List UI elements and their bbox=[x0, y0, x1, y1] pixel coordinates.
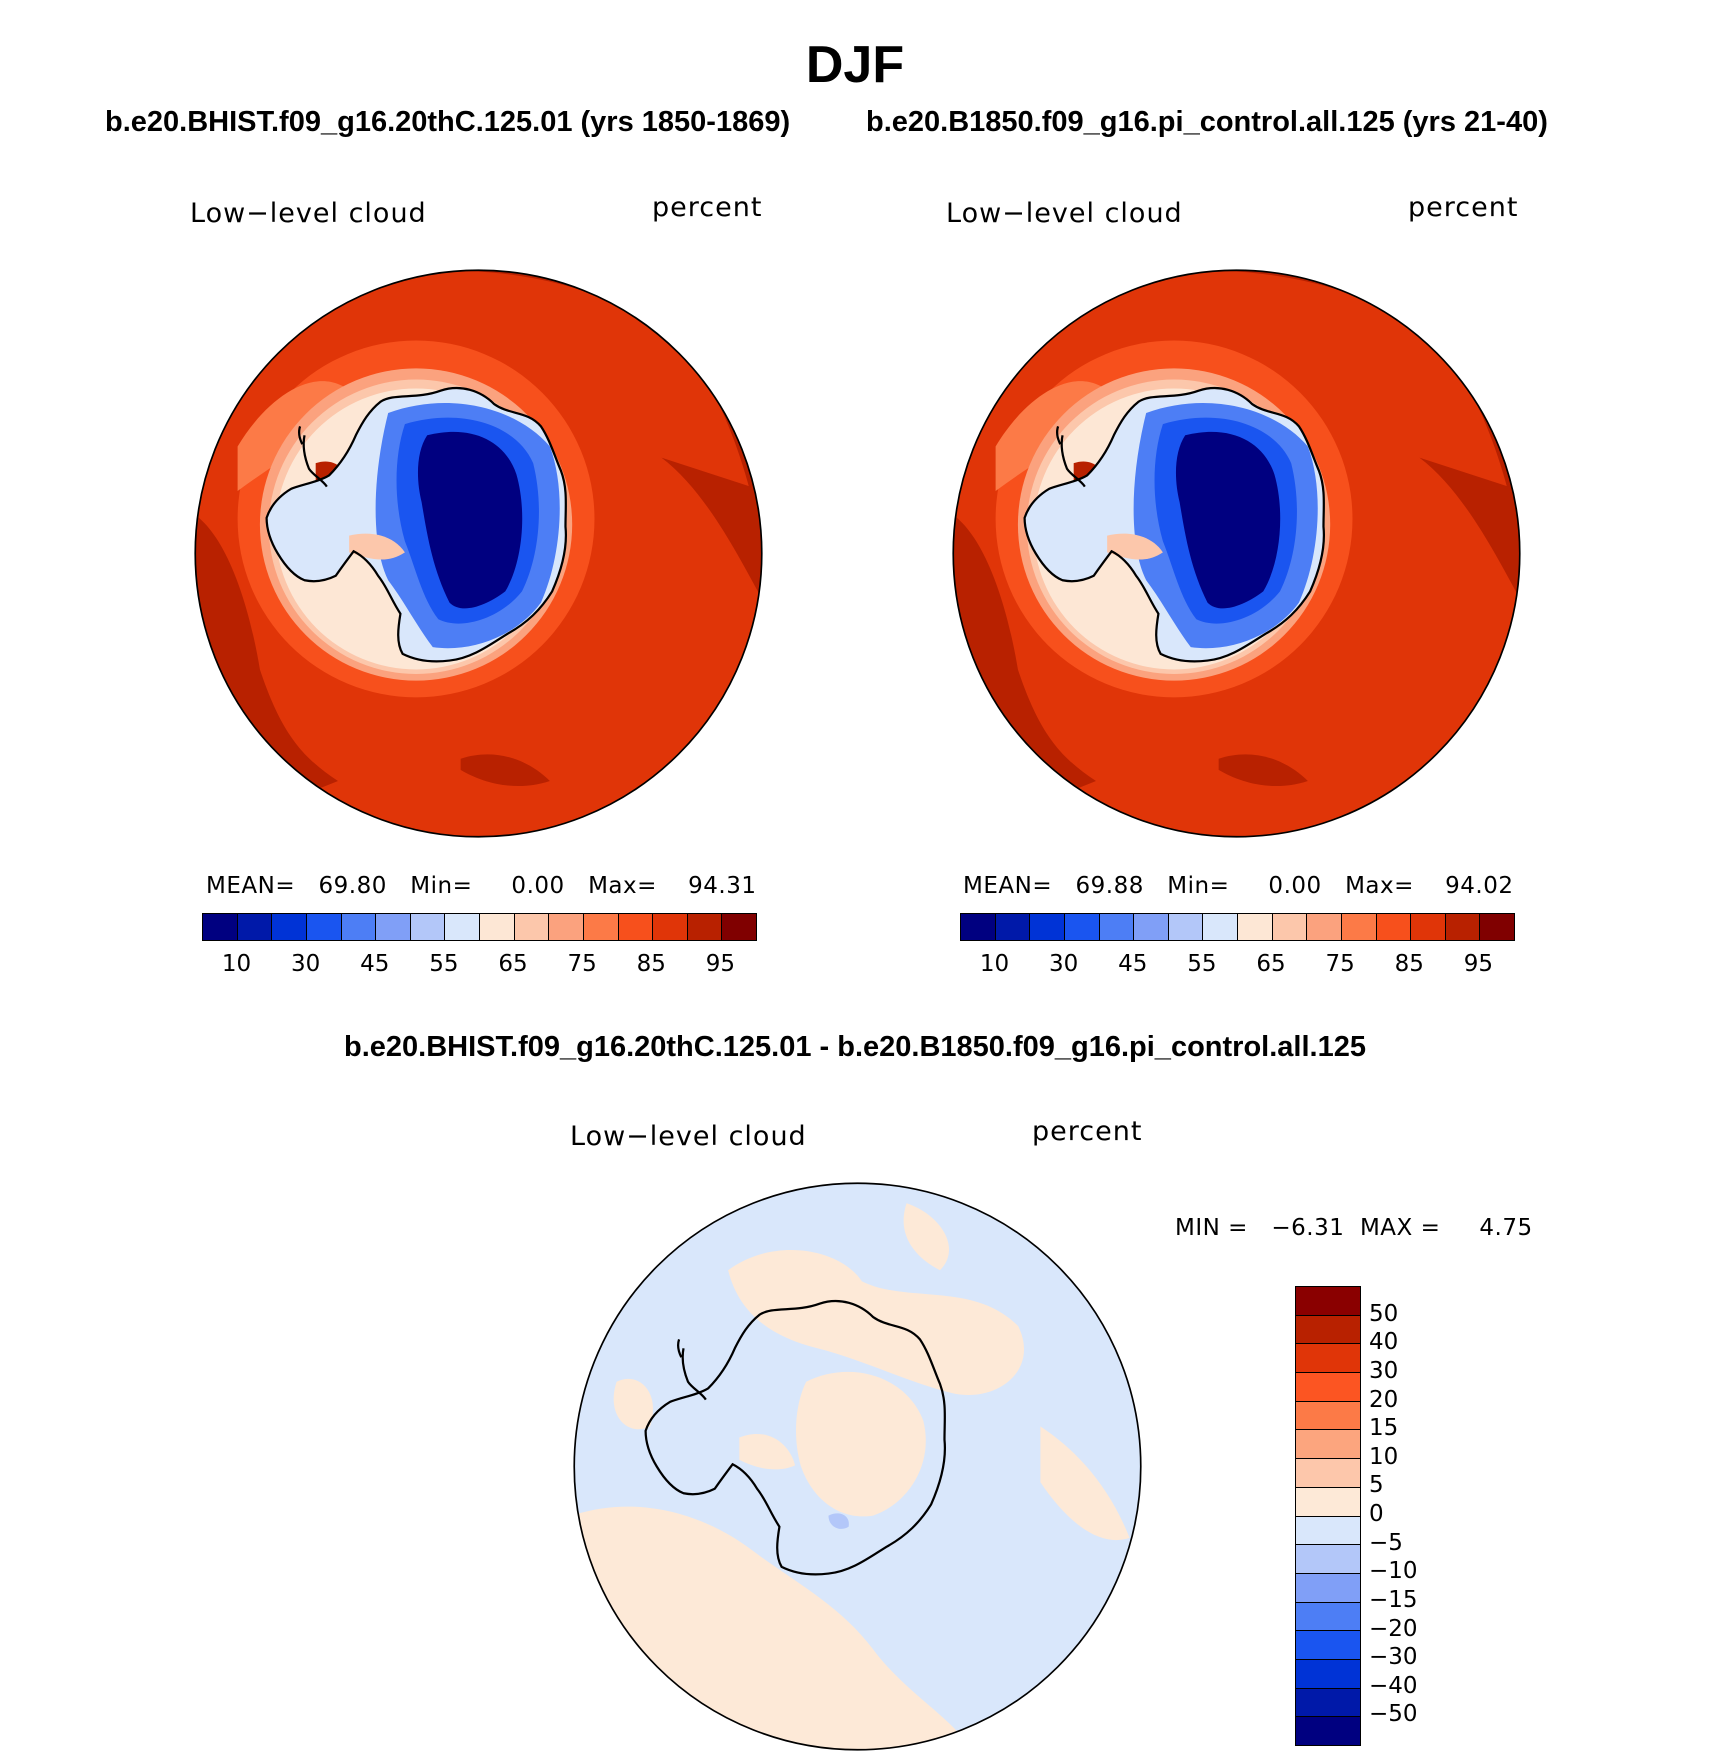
colorbar-tick-label: 30 bbox=[291, 951, 321, 977]
colorbar-swatch bbox=[1238, 914, 1273, 940]
left-stats: MEAN= 69.80 Min= 0.00 Max= 94.31 bbox=[206, 873, 757, 899]
colorbar-tick-label: 20 bbox=[1369, 1386, 1399, 1413]
colorbar-swatch bbox=[1296, 1688, 1360, 1718]
colorbar-tick-label: −5 bbox=[1369, 1529, 1403, 1556]
colorbar-tick-label: 10 bbox=[1369, 1443, 1399, 1470]
colorbar-tick-label: 30 bbox=[1049, 951, 1079, 977]
colorbar-swatch bbox=[653, 914, 688, 940]
colorbar-tick-label: 5 bbox=[1369, 1472, 1384, 1499]
colorbar-swatch bbox=[1296, 1315, 1360, 1345]
colorbar-swatch bbox=[1134, 914, 1169, 940]
colorbar-swatch bbox=[722, 914, 756, 940]
colorbar-swatch bbox=[1099, 914, 1135, 940]
colorbar-tick-label: 50 bbox=[1369, 1300, 1399, 1327]
figure-title: DJF bbox=[805, 36, 905, 94]
colorbar-swatch bbox=[1296, 1717, 1360, 1745]
right-variable-label: Low−level cloud bbox=[946, 198, 1183, 229]
colorbar-swatch bbox=[961, 914, 996, 940]
colorbar-tick-label: 65 bbox=[1256, 951, 1286, 977]
colorbar-swatch bbox=[1030, 914, 1065, 940]
colorbar-tick-label: 15 bbox=[1369, 1415, 1399, 1442]
colorbar-tick-label: 40 bbox=[1369, 1329, 1399, 1356]
colorbar-tick-label: 75 bbox=[567, 951, 597, 977]
colorbar-tick-label: −20 bbox=[1369, 1615, 1418, 1642]
diff-colorbar bbox=[1295, 1286, 1361, 1746]
colorbar-tick-label: 45 bbox=[360, 951, 390, 977]
left-case-subtitle: b.e20.BHIST.f09_g16.20thC.125.01 (yrs 18… bbox=[105, 106, 791, 138]
colorbar-swatch bbox=[376, 914, 411, 940]
colorbar-swatch bbox=[1341, 914, 1377, 940]
colorbar-tick-label: 75 bbox=[1325, 951, 1355, 977]
colorbar-tick-label: 10 bbox=[221, 951, 252, 977]
colorbar-swatch bbox=[1411, 914, 1446, 940]
left-polar-map bbox=[194, 269, 763, 838]
diff-variable-label: Low−level cloud bbox=[570, 1121, 807, 1152]
colorbar-swatch bbox=[1296, 1516, 1360, 1546]
colorbar-swatch bbox=[1296, 1373, 1360, 1402]
colorbar-swatch bbox=[1296, 1659, 1360, 1689]
colorbar-swatch bbox=[1445, 914, 1481, 940]
colorbar-tick-label: 85 bbox=[1394, 951, 1424, 977]
left-colorbar bbox=[202, 913, 757, 941]
right-stats: MEAN= 69.88 Min= 0.00 Max= 94.02 bbox=[963, 873, 1514, 899]
colorbar-tick-label: 95 bbox=[705, 951, 736, 977]
colorbar-swatch bbox=[583, 914, 619, 940]
colorbar-swatch bbox=[445, 914, 480, 940]
diff-stats: MIN = −6.31 MAX = 4.75 bbox=[1175, 1215, 1533, 1241]
colorbar-tick-label: 10 bbox=[979, 951, 1010, 977]
left-units-label: percent bbox=[652, 192, 763, 223]
colorbar-swatch bbox=[237, 914, 273, 940]
difference-subtitle: b.e20.BHIST.f09_g16.20thC.125.01 - b.e20… bbox=[344, 1031, 1366, 1063]
colorbar-swatch bbox=[1203, 914, 1238, 940]
colorbar-swatch bbox=[1064, 914, 1100, 940]
colorbar-tick-label: −40 bbox=[1369, 1672, 1418, 1699]
colorbar-tick-label: 45 bbox=[1118, 951, 1148, 977]
colorbar-swatch bbox=[203, 914, 238, 940]
colorbar-swatch bbox=[1296, 1430, 1360, 1460]
colorbar-tick-label: 0 bbox=[1369, 1501, 1384, 1527]
colorbar-tick-label: 85 bbox=[636, 951, 666, 977]
colorbar-swatch bbox=[1272, 914, 1308, 940]
colorbar-swatch bbox=[1296, 1287, 1360, 1316]
colorbar-swatch bbox=[1168, 914, 1204, 940]
colorbar-swatch bbox=[514, 914, 550, 940]
colorbar-tick-label: 65 bbox=[498, 951, 528, 977]
right-units-label: percent bbox=[1408, 192, 1519, 223]
colorbar-swatch bbox=[1376, 914, 1412, 940]
colorbar-swatch bbox=[1307, 914, 1342, 940]
colorbar-swatch bbox=[1296, 1487, 1360, 1517]
colorbar-swatch bbox=[1296, 1344, 1360, 1374]
right-polar-map bbox=[952, 269, 1521, 838]
colorbar-swatch bbox=[341, 914, 377, 940]
colorbar-swatch bbox=[1296, 1401, 1360, 1431]
colorbar-tick-label: −50 bbox=[1369, 1701, 1418, 1728]
colorbar-tick-label: 95 bbox=[1463, 951, 1494, 977]
colorbar-tick-label: 55 bbox=[1187, 951, 1217, 977]
colorbar-tick-label: −10 bbox=[1369, 1558, 1418, 1585]
colorbar-tick-label: 55 bbox=[429, 951, 459, 977]
colorbar-swatch bbox=[1296, 1545, 1360, 1574]
colorbar-swatch bbox=[1296, 1602, 1360, 1632]
colorbar-tick-label: −30 bbox=[1369, 1644, 1418, 1671]
colorbar-swatch bbox=[549, 914, 584, 940]
diff-units-label: percent bbox=[1032, 1116, 1143, 1147]
colorbar-swatch bbox=[1296, 1573, 1360, 1603]
colorbar-swatch bbox=[618, 914, 654, 940]
colorbar-swatch bbox=[995, 914, 1031, 940]
colorbar-tick-label: −15 bbox=[1369, 1586, 1418, 1613]
colorbar-tick-label: 30 bbox=[1369, 1357, 1399, 1384]
left-variable-label: Low−level cloud bbox=[190, 198, 427, 229]
colorbar-swatch bbox=[272, 914, 307, 940]
right-colorbar bbox=[960, 913, 1515, 941]
colorbar-swatch bbox=[1296, 1631, 1360, 1660]
colorbar-swatch bbox=[1296, 1459, 1360, 1488]
colorbar-swatch bbox=[306, 914, 342, 940]
difference-polar-map bbox=[573, 1182, 1142, 1751]
colorbar-swatch bbox=[1480, 914, 1514, 940]
colorbar-swatch bbox=[687, 914, 723, 940]
colorbar-swatch bbox=[410, 914, 446, 940]
right-case-subtitle: b.e20.B1850.f09_g16.pi_control.all.125 (… bbox=[866, 106, 1548, 138]
colorbar-swatch bbox=[480, 914, 515, 940]
